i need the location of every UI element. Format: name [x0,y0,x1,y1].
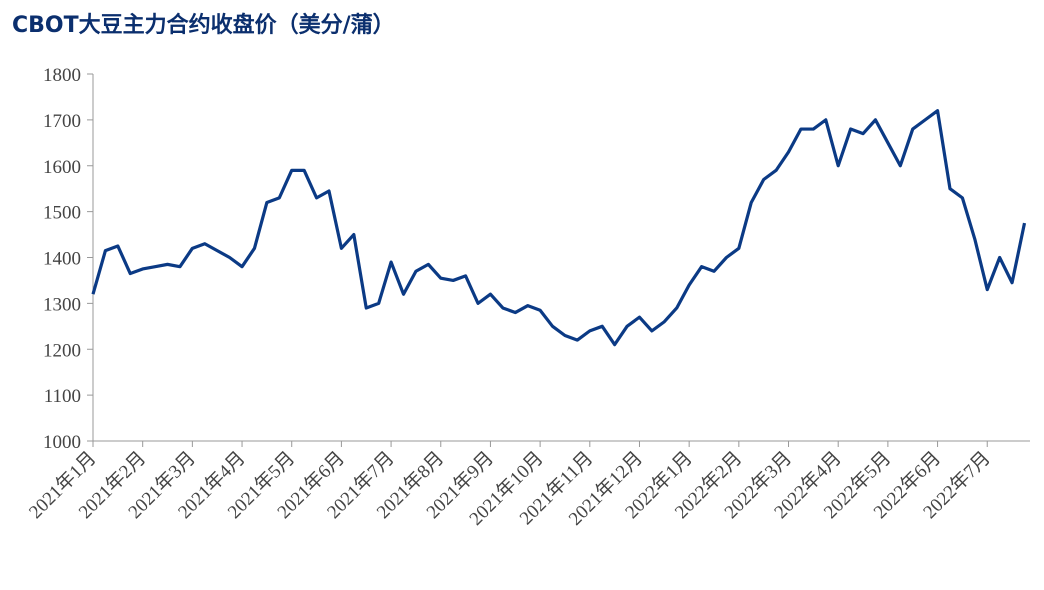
y-tick-label: 1000 [43,432,81,453]
series-line [91,109,1027,347]
y-tick-label: 1100 [44,386,81,407]
y-tick-label: 1600 [43,157,81,178]
chart-title: CBOT大豆主力合约收盘价（美分/蒲） [12,12,395,38]
y-tick-label: 1800 [43,65,81,86]
y-tick-label: 1300 [43,294,81,315]
y-tick-label: 1500 [43,203,81,224]
y-tick-label: 1400 [43,249,81,270]
y-tick-label: 1700 [43,111,81,132]
y-tick-label: 1200 [43,340,81,361]
